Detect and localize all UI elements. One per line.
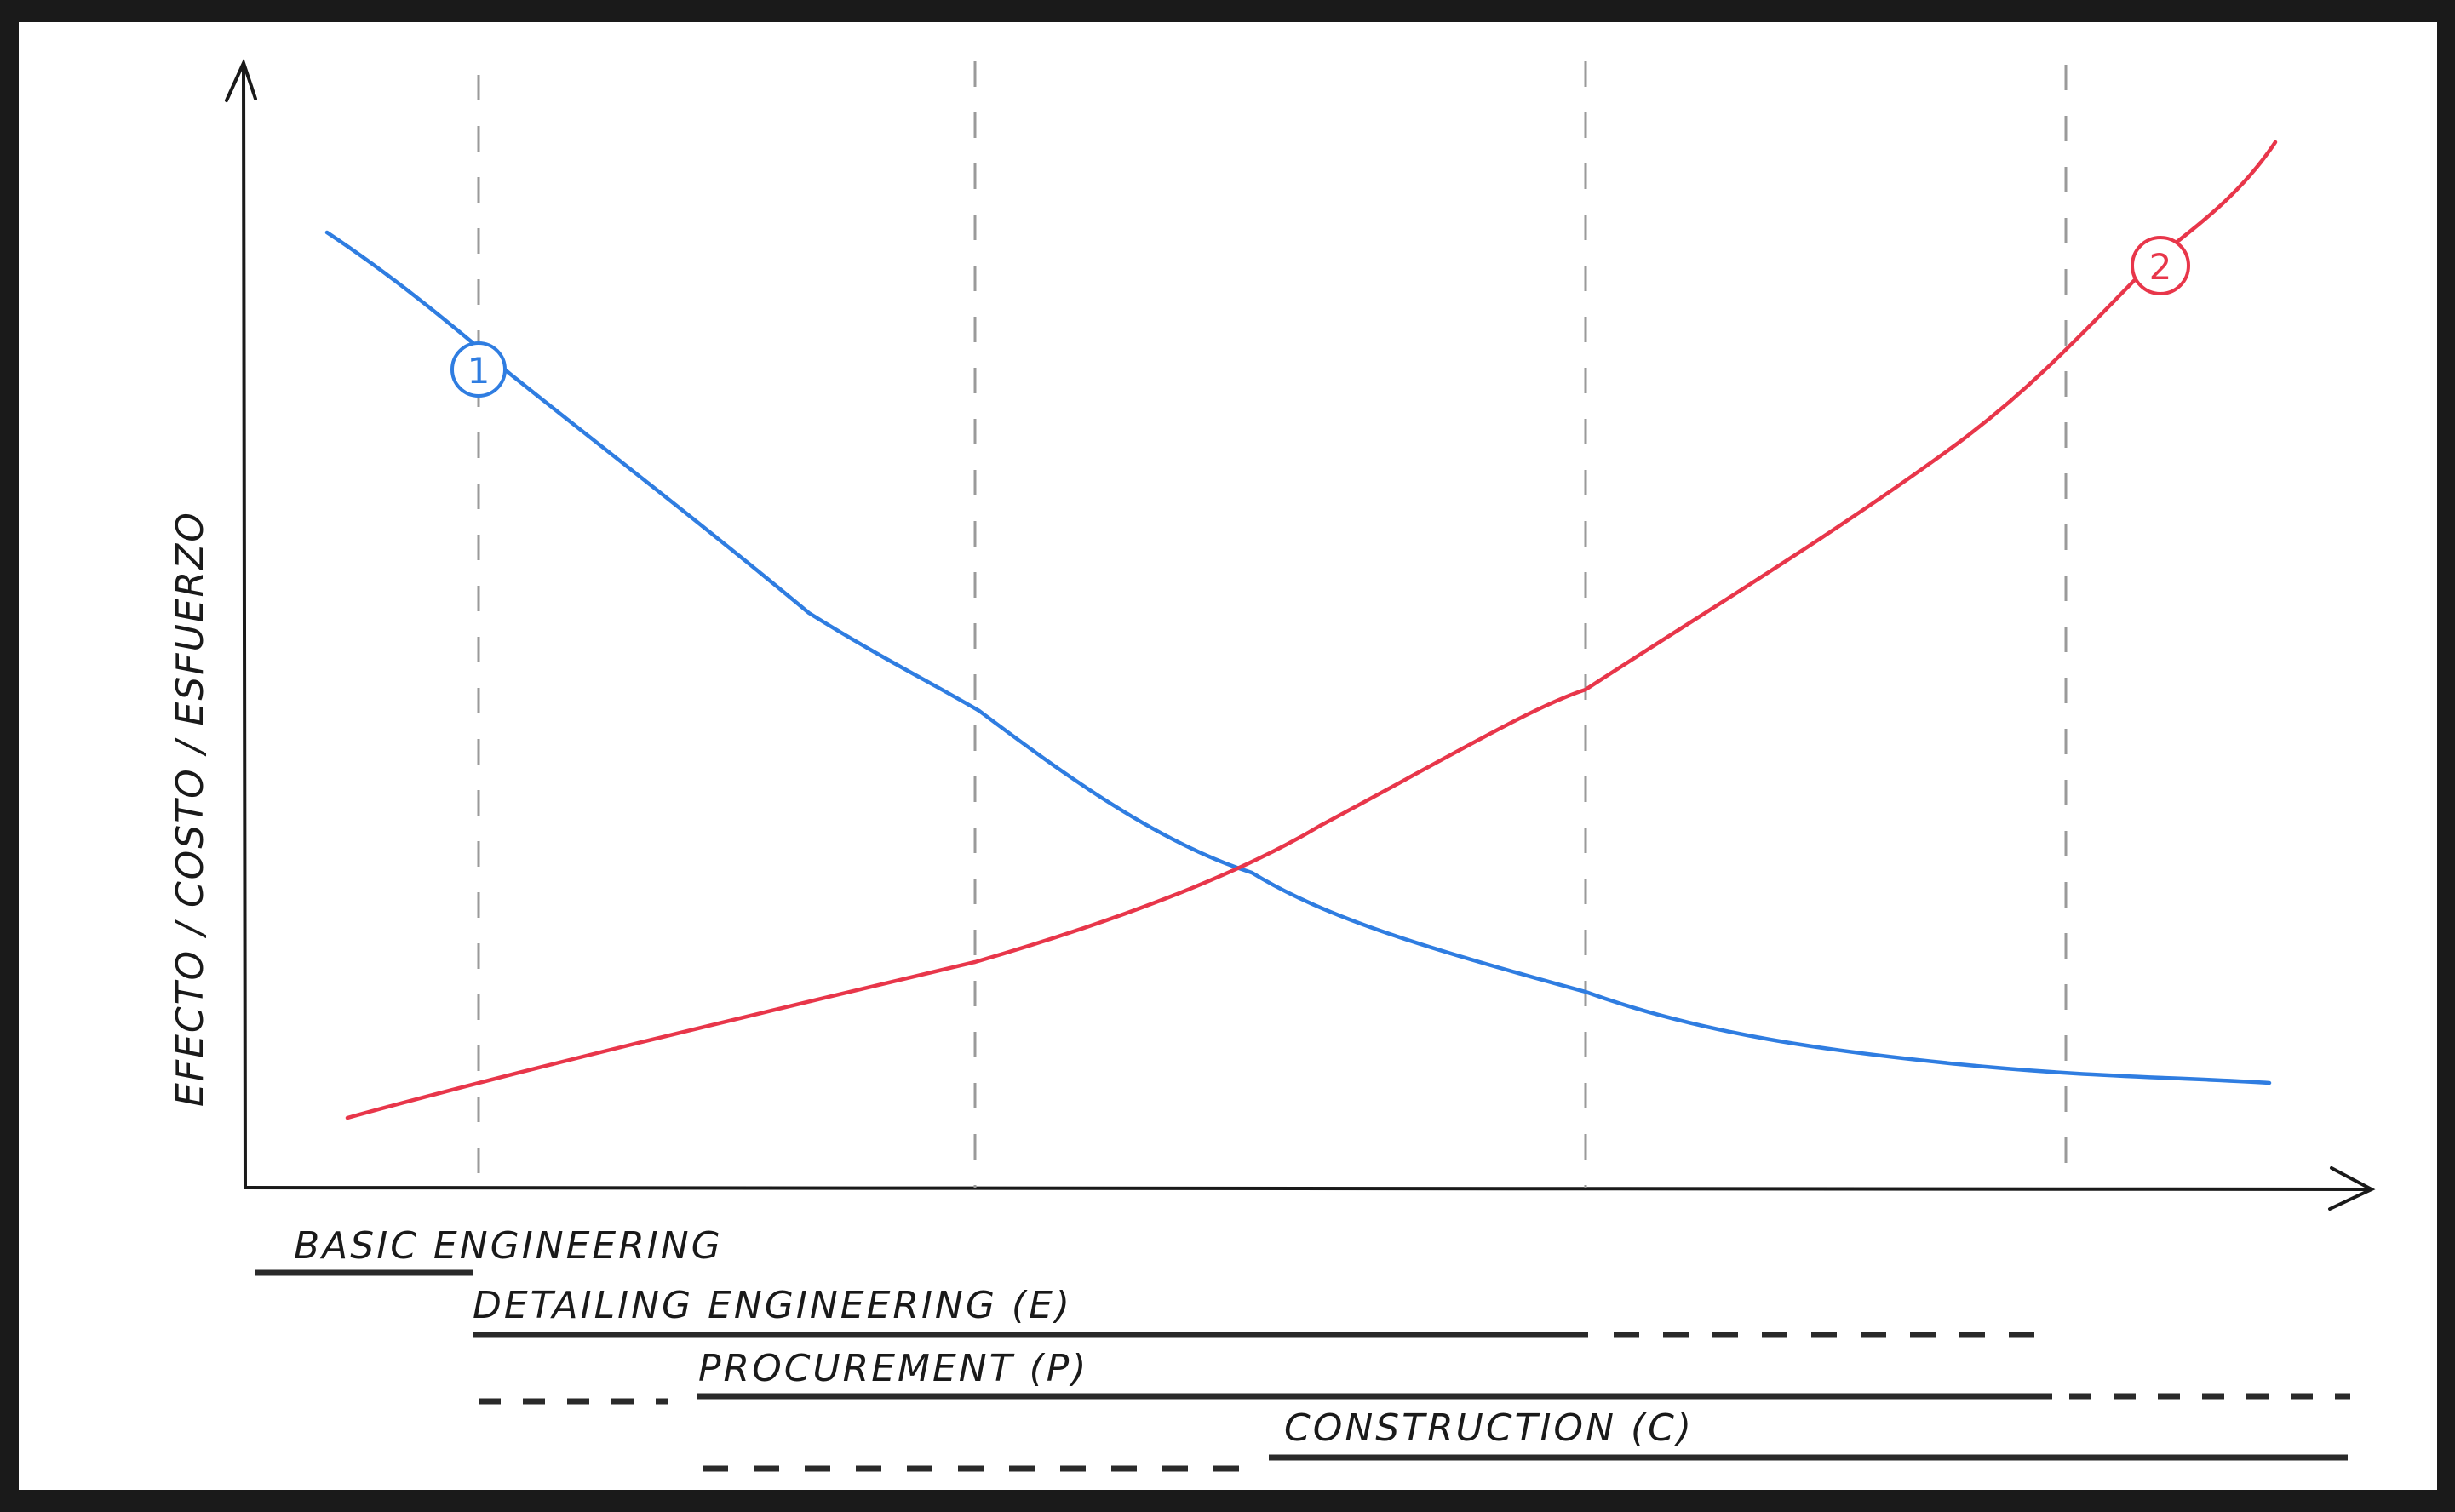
y-axis: [242, 65, 247, 1189]
phase-detailing-label: DETAILING ENGINEERING (E): [473, 1284, 1072, 1327]
phase-dividers: [477, 61, 2068, 1188]
phase-construction-bar: [703, 1454, 2348, 1472]
curve-2-id: 2: [2149, 246, 2172, 288]
phase-basic-label: BASIC ENGINEERING: [294, 1224, 723, 1268]
curve-1-marker: 1: [450, 341, 507, 398]
phase-procurement-bar: [479, 1393, 2350, 1405]
phase-procurement-label: PROCUREMENT (P): [698, 1347, 1088, 1390]
x-axis-arrowhead: [2328, 1166, 2376, 1211]
curve-2: [345, 140, 2278, 1120]
drawing-paper: [19, 22, 2437, 1490]
x-axis: [244, 1186, 2369, 1191]
curve-1: [324, 230, 2272, 1085]
curve-2-marker: 2: [2131, 236, 2190, 295]
axes: [225, 58, 2376, 1211]
y-axis-arrowhead: [225, 58, 257, 102]
y-axis-label: EFECTO / COSTO / ESFUERZO: [169, 511, 212, 1107]
curve-1-id: 1: [467, 350, 490, 392]
phase-construction-label: CONSTRUCTION (C): [1284, 1406, 1694, 1450]
